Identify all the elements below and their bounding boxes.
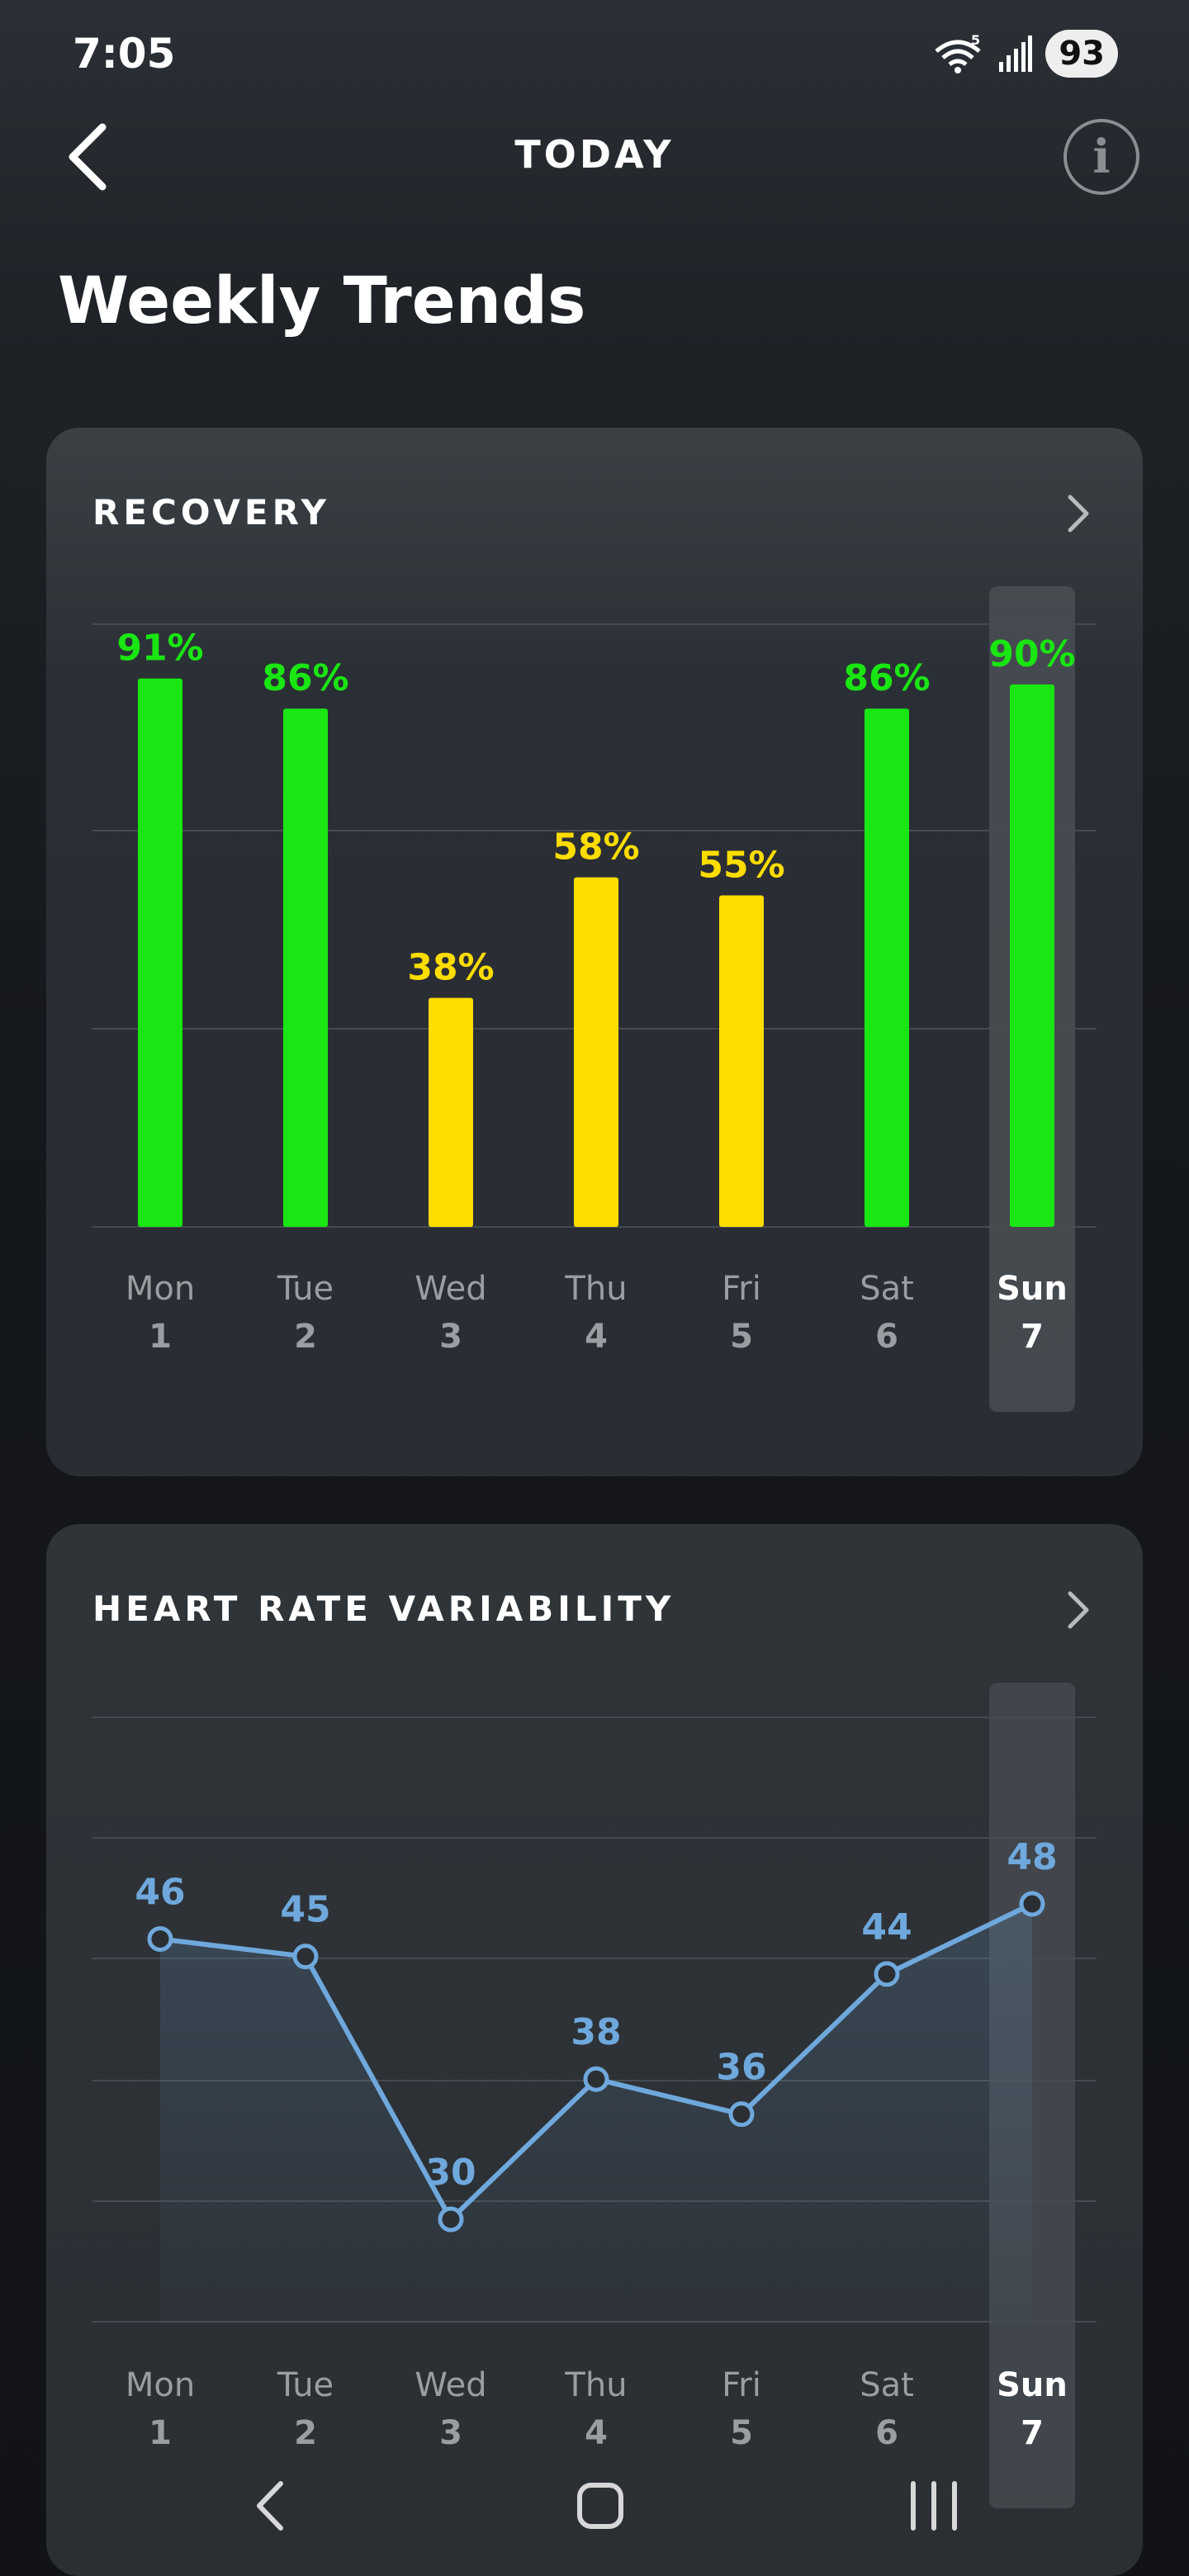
hrv-value-label: 36: [716, 2047, 766, 2089]
recovery-bar: [138, 678, 182, 1227]
info-button[interactable]: i: [1063, 119, 1139, 195]
day-number: 6: [875, 2414, 898, 2452]
recovery-value-label: 58%: [552, 826, 639, 869]
hrv-value-label: 45: [280, 1889, 330, 1931]
hrv-point: [292, 1944, 319, 1970]
recovery-value-label: 86%: [262, 657, 348, 699]
hrv-point: [147, 1925, 173, 1952]
page-title: Weekly Trends: [58, 264, 586, 339]
day-number: 4: [585, 2414, 608, 2452]
day-label: Tue: [277, 2366, 334, 2404]
day-label: Thu: [564, 2366, 627, 2404]
recovery-chart: 91% 86% 38% 58% 55% 86% 90% Mon 1 Tue 2 Wed 3 Thu 4 Fri…: [92, 586, 1097, 1412]
recovery-bar: [574, 877, 618, 1227]
hrv-card[interactable]: 46 45 30 38 36 44 48 Mon 1 Tue 2 Wed 3 Thu 4 Fri 5 Sat 6 Su…: [46, 1524, 1143, 2576]
recovery-card[interactable]: 91% 86% 38% 58% 55% 86% 90% Mon 1 Tue 2 Wed 3 Thu 4 Fri…: [46, 428, 1143, 1476]
day-number: 1: [149, 1318, 172, 1356]
hrv-point: [874, 1961, 900, 1987]
day-number: 7: [1021, 1318, 1044, 1356]
day-number: 5: [730, 1318, 753, 1356]
hrv-chart: 46 45 30 38 36 44 48 Mon 1 Tue 2 Wed 3 Thu 4 Fri 5 Sat 6 Su…: [92, 1683, 1097, 2508]
day-number: 2: [294, 2414, 317, 2452]
day-label: Fri: [722, 1270, 761, 1308]
recovery-value-label: 38%: [407, 947, 494, 989]
day-label: Tue: [277, 1270, 334, 1308]
status-icons: 5 93: [933, 30, 1118, 78]
recovery-value-label: 86%: [843, 657, 930, 699]
back-button[interactable]: [56, 121, 119, 193]
nav-home-icon[interactable]: [563, 2469, 637, 2543]
recovery-title: RECOVERY: [92, 492, 331, 533]
day-label: Mon: [126, 1270, 195, 1308]
signal-icon: [999, 36, 1033, 72]
day-label: Wed: [414, 2366, 486, 2404]
day-number: 3: [439, 1318, 462, 1356]
day-label: Wed: [414, 1270, 486, 1308]
recovery-value-label: 90%: [988, 633, 1075, 675]
day-number: 4: [585, 1318, 608, 1356]
day-number: 3: [439, 2414, 462, 2452]
wifi-badge: 5: [971, 33, 980, 48]
nav-recents-icon[interactable]: [897, 2469, 971, 2543]
header-title: TODAY: [514, 132, 675, 177]
hrv-value-label: 38: [571, 2011, 621, 2053]
day-label: Fri: [722, 2366, 761, 2404]
chevron-right-icon[interactable]: [1063, 1587, 1093, 1633]
battery-level: 93: [1045, 30, 1118, 78]
recovery-bar: [283, 708, 328, 1227]
day-number: 2: [294, 1318, 317, 1356]
hrv-value-label: 46: [135, 1871, 185, 1913]
day-label: Sat: [860, 2366, 914, 2404]
hrv-value-label: 44: [861, 1906, 912, 1949]
day-number: 7: [1021, 2414, 1044, 2452]
info-icon: i: [1092, 130, 1111, 184]
hrv-value-label: 30: [425, 2152, 476, 2194]
day-number: 1: [149, 2414, 172, 2452]
day-label: Sun: [997, 2366, 1068, 2404]
recovery-value-label: 91%: [116, 627, 203, 670]
chevron-left-icon: [69, 123, 107, 191]
wifi-icon: 5: [935, 33, 981, 73]
day-number: 5: [730, 2414, 753, 2452]
status-time: 7:05: [73, 30, 176, 78]
chevron-right-icon[interactable]: [1063, 490, 1093, 537]
recovery-bar: [719, 895, 764, 1227]
recovery-bar: [865, 708, 909, 1227]
hrv-value-label: 48: [1007, 1836, 1057, 1878]
hrv-point: [438, 2206, 464, 2233]
hrv-point: [1019, 1891, 1045, 1917]
recovery-value-label: 55%: [698, 845, 784, 887]
hrv-point: [728, 2101, 755, 2128]
recovery-bar: [429, 997, 473, 1227]
hrv-title: HEART RATE VARIABILITY: [92, 1589, 675, 1629]
nav-back-icon[interactable]: [233, 2469, 307, 2543]
hrv-point: [583, 2066, 609, 2092]
hrv-area: [160, 1904, 1032, 2322]
day-label: Sun: [997, 1270, 1068, 1308]
day-label: Thu: [564, 1270, 627, 1308]
day-label: Sat: [860, 1270, 914, 1308]
day-label: Mon: [126, 2366, 195, 2404]
system-nav-bar: [0, 2469, 1189, 2543]
day-number: 6: [875, 1318, 898, 1356]
recovery-bar: [1010, 684, 1054, 1227]
